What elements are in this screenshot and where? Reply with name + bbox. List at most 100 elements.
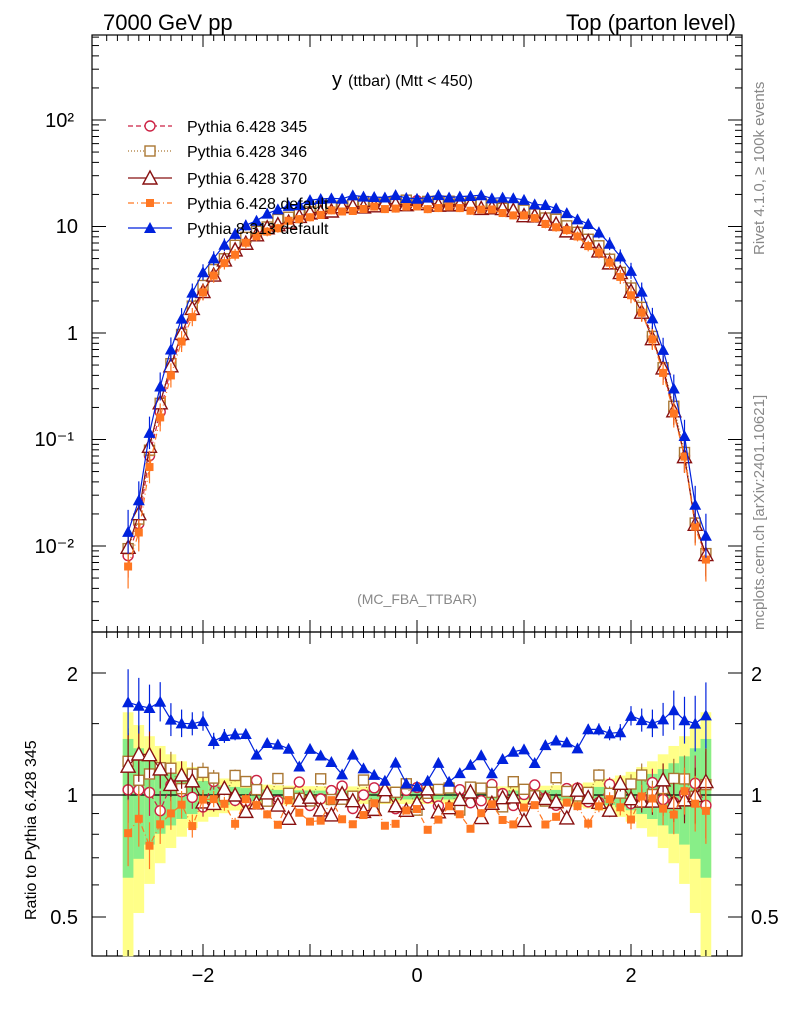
data-point — [541, 219, 550, 228]
ratio-tick-label-right: 2 — [751, 664, 762, 686]
data-point — [156, 413, 165, 422]
ratio-point — [443, 775, 456, 787]
ratio-point — [166, 809, 175, 818]
ratio-point — [518, 743, 530, 755]
data-point — [177, 337, 186, 346]
ratio-point — [240, 775, 252, 788]
data-point — [188, 313, 197, 322]
ratio-point — [635, 714, 648, 726]
y-tick-label: 10² — [45, 110, 74, 132]
ratio-point — [411, 780, 423, 792]
ratio-point — [421, 774, 434, 786]
data-point — [380, 205, 389, 214]
data-point — [616, 272, 625, 281]
ratio-point — [378, 774, 391, 786]
ratio-point — [627, 815, 635, 824]
data-point — [346, 189, 359, 201]
data-point — [477, 205, 486, 214]
data-point — [389, 189, 402, 201]
ratio-point — [678, 714, 691, 726]
ratio-point — [530, 801, 539, 810]
ratio-point — [370, 799, 379, 808]
ratio-point — [552, 812, 561, 821]
data-point — [241, 238, 250, 247]
legend-entry: Pythia 6.428 370 — [128, 169, 307, 188]
data-point — [359, 204, 368, 213]
data-point — [496, 191, 509, 203]
ratio-point — [263, 810, 272, 819]
legend-marker-open-triangle — [141, 169, 159, 185]
ratio-point — [637, 792, 646, 801]
ratio-point — [691, 799, 700, 808]
ratio-uncertainty-bands — [122, 712, 712, 957]
ratio-tick-label: 2 — [67, 664, 78, 686]
data-point — [314, 193, 327, 205]
data-point — [368, 190, 381, 202]
data-point — [186, 286, 199, 298]
data-point — [680, 452, 689, 461]
ratio-point — [130, 745, 147, 761]
ratio-point — [252, 801, 261, 810]
ratio-point — [625, 709, 637, 721]
ratio-point — [122, 696, 135, 708]
data-point — [175, 312, 188, 324]
ratio-point — [413, 805, 421, 814]
data-point — [520, 211, 528, 220]
ratio-point — [475, 749, 488, 761]
data-point — [325, 192, 338, 204]
data-point — [455, 204, 464, 213]
ratio-point — [315, 773, 327, 785]
ratio-point — [569, 781, 586, 797]
ratio-point — [164, 713, 177, 725]
ratio-point — [487, 800, 496, 809]
ratio-point — [209, 795, 218, 804]
data-point — [209, 271, 218, 280]
ratio-series-group — [119, 669, 715, 870]
data-point — [357, 190, 370, 202]
ratio-point — [241, 795, 250, 804]
data-point — [518, 193, 530, 205]
data-point — [145, 463, 154, 472]
data-point — [528, 198, 541, 210]
ratio-point — [582, 723, 595, 735]
ratio-point — [605, 795, 614, 804]
data-point — [263, 227, 272, 236]
data-point — [592, 226, 605, 238]
data-point — [582, 218, 595, 230]
legend-entry: Pythia 8.313 default — [128, 221, 329, 238]
ratio-point — [338, 815, 347, 824]
ratio-point — [391, 819, 400, 828]
data-point — [648, 335, 657, 344]
legend-label: Pythia 6.428 default — [187, 196, 329, 213]
data-point — [134, 528, 143, 537]
ratio-point — [387, 797, 404, 813]
ratio-point — [143, 702, 156, 714]
data-point — [635, 285, 648, 297]
ratio-point — [646, 717, 659, 729]
ratio-point — [622, 790, 640, 806]
data-point — [669, 409, 678, 418]
header-left: 7000 GeV pp — [103, 10, 233, 35]
ratio-point — [186, 717, 199, 729]
ratio-point — [216, 779, 233, 796]
legend-marker-open-square — [144, 145, 156, 157]
y-tick-label: 10⁻² — [35, 536, 75, 558]
data-point — [453, 190, 466, 202]
data-point — [562, 226, 571, 235]
ratio-point — [271, 738, 284, 750]
legend-label: Pythia 8.313 default — [187, 221, 329, 238]
ratio-point — [156, 820, 165, 829]
ratio-point — [273, 820, 282, 829]
ratio-point — [175, 717, 188, 729]
ratio-point — [304, 742, 316, 754]
ratio-point — [507, 745, 520, 757]
header-right: Top (parton level) — [566, 10, 736, 35]
ratio-point — [199, 795, 207, 804]
x-tick-labels: −2 0 2 — [192, 965, 637, 987]
ratio-axis-label: Ratio to Pythia 6.428 345 — [23, 740, 40, 920]
ratio-point — [272, 772, 284, 785]
ratio-point — [699, 709, 712, 721]
ratio-point — [601, 801, 618, 817]
ratio-point — [380, 821, 389, 830]
